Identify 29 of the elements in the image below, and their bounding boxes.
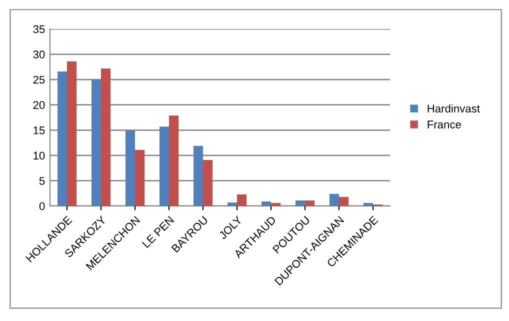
bar	[57, 71, 67, 206]
bar	[91, 80, 101, 206]
bar	[329, 194, 339, 206]
bar	[135, 150, 145, 206]
legend-label: Hardinvast	[428, 104, 480, 113]
y-tick-label: 25	[33, 76, 45, 84]
bar	[237, 194, 247, 206]
bar	[227, 202, 237, 206]
bar	[305, 200, 315, 206]
y-tick-label: 10	[34, 152, 45, 160]
y-tick-label: 35	[33, 25, 45, 34]
bar	[193, 146, 203, 206]
bar	[67, 61, 77, 206]
y-tick-label: 15	[34, 126, 45, 134]
bar	[295, 200, 305, 206]
bar	[261, 201, 271, 206]
y-tick-label: 20	[33, 101, 45, 109]
bar	[169, 115, 179, 206]
bar	[339, 196, 349, 206]
bar	[159, 126, 169, 206]
bar	[101, 68, 111, 206]
y-tick-label: 0	[39, 202, 45, 210]
bar	[203, 160, 213, 206]
bar	[125, 130, 135, 206]
bar	[271, 202, 281, 206]
legend-label: France	[428, 120, 461, 128]
bar	[363, 202, 373, 206]
y-tick-label: 30	[33, 50, 45, 58]
y-tick-label: 5	[39, 177, 45, 185]
